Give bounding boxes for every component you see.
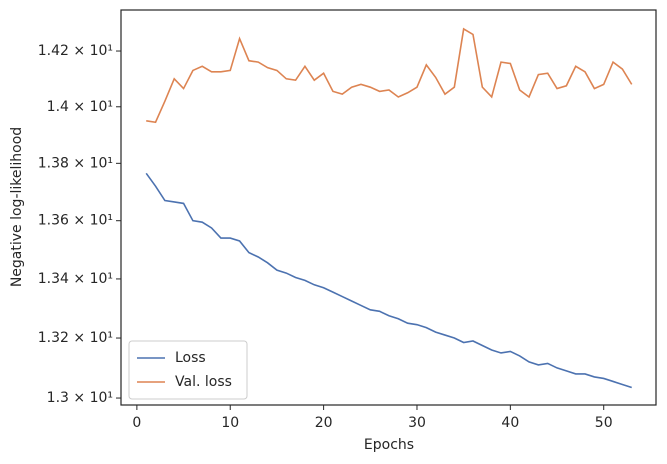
plot-frame — [120, 9, 657, 406]
y-tick-label: 1.32 × 10¹ — [38, 330, 113, 346]
y-axis-label: Negative log-likelihood — [9, 127, 25, 287]
y-tick-label: 1.38 × 10¹ — [38, 155, 113, 171]
line — [146, 27, 633, 124]
y-tick-label: 1.4 × 10¹ — [47, 99, 113, 115]
legend-label: Loss — [175, 350, 206, 366]
x-tick-label: 0 — [132, 415, 141, 431]
line — [145, 172, 632, 389]
x-tick-label: 40 — [501, 415, 519, 431]
legend-box — [128, 340, 248, 400]
x-tick-label: 10 — [221, 415, 239, 431]
y-tick-label: 1.36 × 10¹ — [38, 213, 113, 229]
legend-label: Val. loss — [175, 374, 232, 390]
x-tick-label: 30 — [408, 415, 426, 431]
y-tick-label: 1.34 × 10¹ — [38, 271, 113, 287]
x-axis-label: Epochs — [364, 437, 414, 453]
y-tick-label: 1.42 × 10¹ — [38, 43, 113, 59]
x-tick-label: 50 — [595, 415, 613, 431]
y-tick-label: 1.3 × 10¹ — [47, 390, 113, 406]
x-tick-label: 20 — [315, 415, 333, 431]
